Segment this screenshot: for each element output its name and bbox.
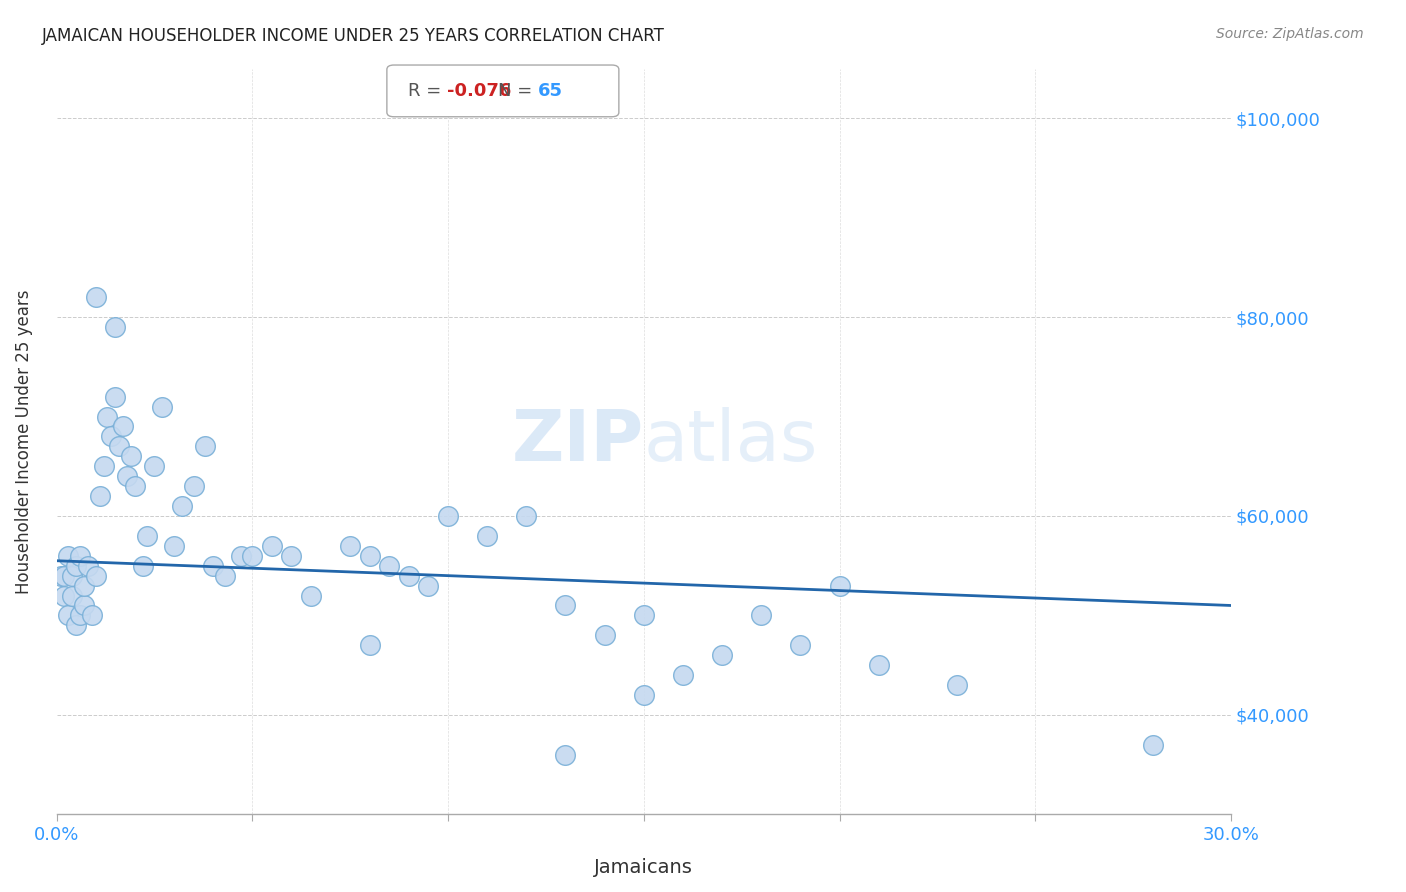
- Point: [80, 608, 103, 623]
- Point: [946, 678, 969, 692]
- Point: [554, 599, 576, 613]
- Point: [73, 599, 96, 613]
- Point: [84, 568, 107, 582]
- Point: [633, 688, 655, 702]
- Point: [65, 558, 87, 573]
- Point: [124, 479, 146, 493]
- Point: [65, 618, 87, 632]
- Point: [299, 589, 322, 603]
- Text: atlas: atlas: [644, 407, 818, 476]
- Point: [749, 608, 772, 623]
- Point: [828, 578, 851, 592]
- Point: [868, 658, 890, 673]
- Y-axis label: Householder Income Under 25 years: Householder Income Under 25 years: [15, 289, 32, 594]
- Point: [100, 429, 122, 443]
- Point: [120, 450, 142, 464]
- Point: [229, 549, 252, 563]
- Point: [49, 568, 72, 582]
- Point: [150, 400, 173, 414]
- Text: -0.076: -0.076: [447, 82, 510, 100]
- Point: [711, 648, 734, 663]
- Text: JAMAICAN HOUSEHOLDER INCOME UNDER 25 YEARS CORRELATION CHART: JAMAICAN HOUSEHOLDER INCOME UNDER 25 YEA…: [42, 27, 665, 45]
- Point: [96, 409, 118, 424]
- Point: [58, 549, 80, 563]
- Point: [104, 390, 127, 404]
- Point: [633, 608, 655, 623]
- Point: [77, 558, 100, 573]
- Text: ZIP: ZIP: [512, 407, 644, 476]
- Text: N =: N =: [498, 82, 538, 100]
- Text: Source: ZipAtlas.com: Source: ZipAtlas.com: [1216, 27, 1364, 41]
- Point: [132, 558, 155, 573]
- Point: [593, 628, 616, 642]
- Point: [135, 529, 157, 543]
- Point: [60, 589, 83, 603]
- Point: [69, 549, 91, 563]
- Point: [359, 638, 381, 652]
- Point: [789, 638, 811, 652]
- Point: [73, 578, 96, 592]
- Point: [214, 568, 236, 582]
- Point: [163, 539, 186, 553]
- Point: [339, 539, 361, 553]
- Point: [477, 529, 499, 543]
- X-axis label: Jamaicans: Jamaicans: [595, 858, 693, 877]
- Point: [84, 290, 107, 304]
- Point: [515, 508, 537, 523]
- Point: [378, 558, 401, 573]
- Point: [112, 419, 135, 434]
- Point: [672, 668, 695, 682]
- Point: [93, 459, 115, 474]
- Point: [240, 549, 263, 563]
- Point: [53, 568, 76, 582]
- Point: [60, 568, 83, 582]
- Point: [108, 439, 131, 453]
- Point: [437, 508, 460, 523]
- Point: [1142, 738, 1164, 752]
- Point: [398, 568, 420, 582]
- Point: [359, 549, 381, 563]
- Point: [170, 499, 193, 513]
- Point: [89, 489, 111, 503]
- Point: [202, 558, 225, 573]
- Text: R =: R =: [408, 82, 447, 100]
- Point: [418, 578, 440, 592]
- Point: [53, 589, 76, 603]
- Point: [143, 459, 166, 474]
- Point: [115, 469, 138, 483]
- Point: [183, 479, 205, 493]
- Point: [58, 608, 80, 623]
- Point: [554, 747, 576, 762]
- Point: [194, 439, 217, 453]
- Point: [104, 320, 127, 334]
- Point: [69, 608, 91, 623]
- Point: [260, 539, 283, 553]
- Text: 65: 65: [538, 82, 562, 100]
- Point: [280, 549, 302, 563]
